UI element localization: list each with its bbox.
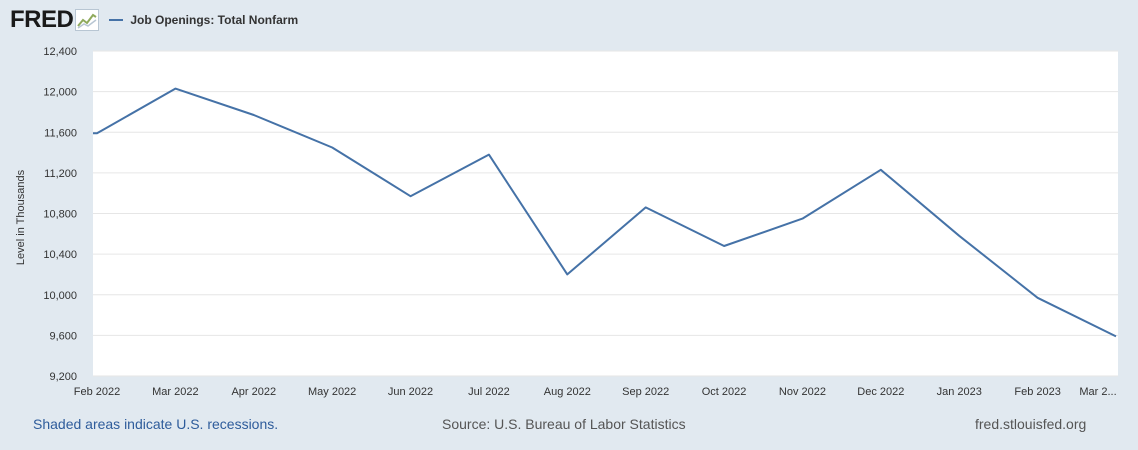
x-tick-label: Feb 2023 — [1014, 386, 1060, 398]
x-tick-label: May 2022 — [308, 386, 356, 398]
series-line-job-openings[interactable] — [93, 87, 1117, 338]
x-tick-label: Aug 2022 — [544, 386, 591, 398]
y-tick-label: 11,200 — [44, 168, 77, 180]
x-tick-label: Sep 2022 — [622, 386, 669, 398]
y-tick-label: 12,400 — [43, 46, 77, 58]
fred-graph-icon — [75, 9, 100, 31]
x-tick-label: Nov 2022 — [779, 386, 826, 398]
y-tick-label: 10,000 — [43, 290, 77, 302]
x-tick-label: Mar 2... — [1079, 386, 1116, 398]
chart-legend[interactable]: Job Openings: Total Nonfarm — [109, 13, 298, 27]
chart-header: FRED Job Openings: Total Nonfarm — [10, 6, 298, 34]
source-text: Source: U.S. Bureau of Labor Statistics — [442, 416, 686, 432]
legend-line-swatch — [109, 19, 124, 21]
y-axis-label: Level in Thousands — [15, 169, 27, 265]
fred-logo[interactable]: FRED — [10, 6, 100, 34]
x-tick-label: Mar 2022 — [152, 386, 198, 398]
series-layer — [93, 87, 1117, 338]
legend-series-label: Job Openings: Total Nonfarm — [130, 13, 299, 27]
y-axis-ticks: 9,200 9,600 10,000 10,400 10,800 11,200 11,600… — [43, 46, 77, 383]
x-tick-label: Jun 2022 — [388, 386, 433, 398]
gridlines — [93, 50, 1118, 377]
x-axis-ticks: Feb 2022 Mar 2022 Apr 2022 May 2022 Jun 2022… — [74, 386, 1117, 398]
y-tick-label: 11,600 — [44, 127, 77, 139]
fred-logo-text: FRED — [10, 6, 74, 33]
y-tick-label: 9,200 — [49, 371, 77, 383]
y-tick-label: 10,800 — [43, 209, 77, 221]
x-tick-label: Jan 2023 — [937, 386, 982, 398]
x-tick-label: Oct 2022 — [702, 386, 747, 398]
recession-note-link[interactable]: Shaded areas indicate U.S. recessions. — [33, 416, 279, 432]
line-chart[interactable]: 9,200 9,600 10,000 10,400 10,800 11,200 11,600… — [0, 0, 1138, 410]
site-link[interactable]: fred.stlouisfed.org — [975, 416, 1087, 432]
x-tick-label: Feb 2022 — [74, 386, 120, 398]
y-tick-label: 10,400 — [43, 249, 77, 261]
x-tick-label: Apr 2022 — [231, 386, 276, 398]
y-tick-label: 9,600 — [49, 330, 77, 342]
x-tick-label: Dec 2022 — [857, 386, 904, 398]
y-tick-label: 12,000 — [43, 87, 77, 99]
x-tick-label: Jul 2022 — [468, 386, 510, 398]
